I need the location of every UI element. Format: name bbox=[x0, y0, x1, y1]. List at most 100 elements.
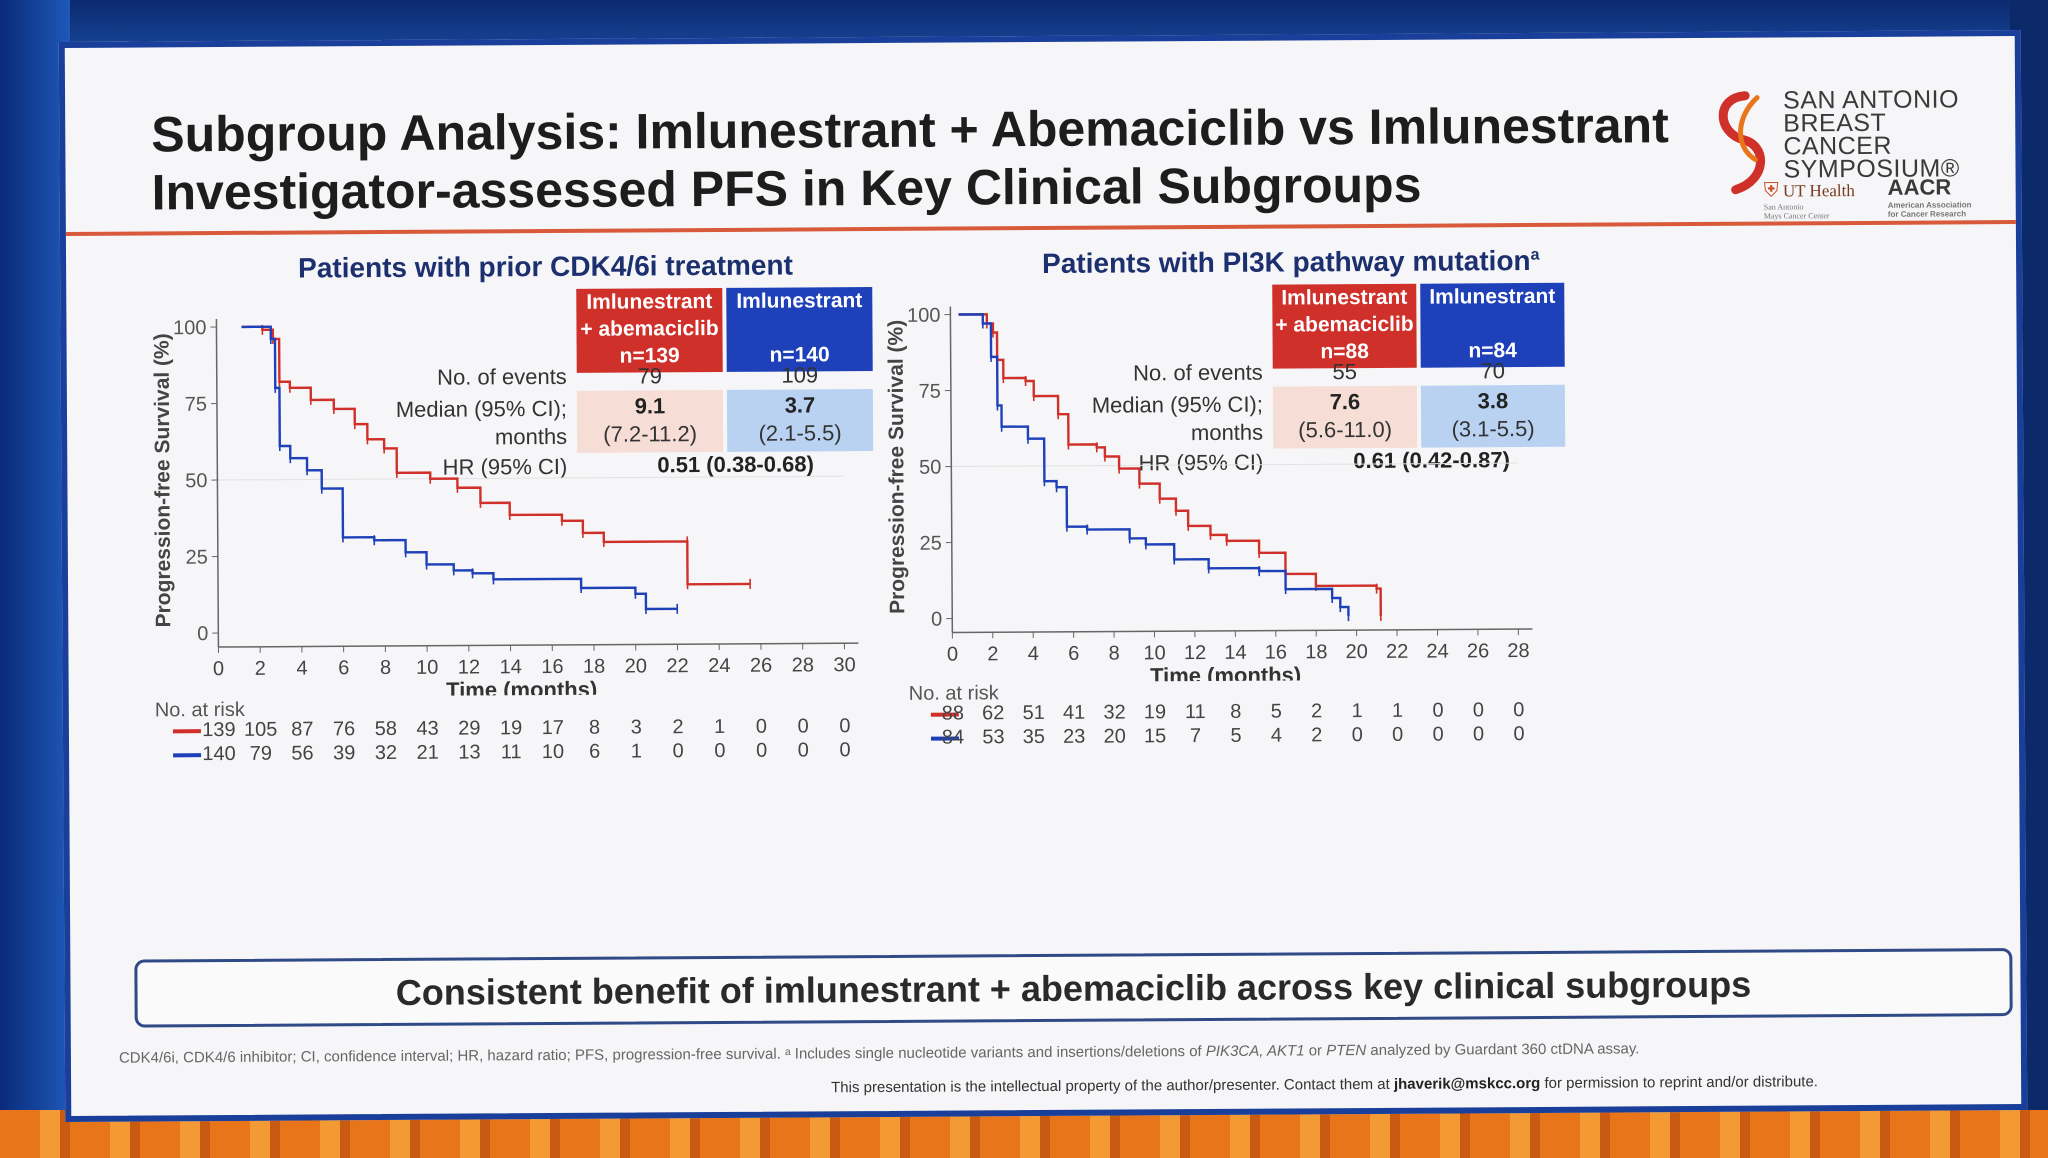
right-x-tick-label: 4 bbox=[1028, 643, 1039, 665]
left-x-tick-label: 16 bbox=[541, 656, 563, 678]
risk-count: 105 bbox=[243, 718, 278, 741]
left-gridline bbox=[217, 475, 844, 481]
risk-count: 0 bbox=[797, 715, 809, 738]
risk-count: 13 bbox=[458, 741, 481, 764]
risk-count: 1 bbox=[630, 740, 643, 763]
left-x-tick-label: 0 bbox=[213, 658, 224, 680]
right-x-tick-label: 2 bbox=[987, 643, 998, 665]
right-x-tick-label: 6 bbox=[1068, 643, 1079, 665]
risk-count: 41 bbox=[1062, 701, 1086, 724]
risk-count: 2 bbox=[1311, 700, 1323, 723]
risk-count: 0 bbox=[755, 715, 768, 738]
left-x-tick-label: 26 bbox=[750, 655, 772, 677]
risk-count: 4 bbox=[1270, 724, 1283, 747]
logo-line2: BREAST CANCER bbox=[1783, 108, 1893, 161]
left-x-tick-label: 30 bbox=[833, 654, 855, 676]
left-y-tick-label: 0 bbox=[197, 623, 208, 645]
right-x-tick-label: 14 bbox=[1224, 642, 1246, 664]
left-x-tick-label: 8 bbox=[380, 657, 391, 679]
right-gridline bbox=[951, 462, 1518, 468]
left-x-axis bbox=[218, 642, 859, 648]
ribbon-logo-icon bbox=[1718, 91, 1765, 195]
left-y-tick-label: 25 bbox=[186, 547, 208, 569]
slide-title-line2: Investigator-assessed PFS in Key Clinica… bbox=[151, 156, 1422, 221]
risk-count: 11 bbox=[500, 741, 522, 764]
risk-count: 20 bbox=[1103, 725, 1126, 748]
risk-count: 0 bbox=[1472, 699, 1485, 722]
risk-count: 0 bbox=[755, 739, 768, 762]
presentation-slide: Subgroup Analysis: Imlunestrant + Abemac… bbox=[58, 30, 2028, 1122]
risk-count: 6 bbox=[589, 740, 601, 763]
left-x-tick-label: 24 bbox=[708, 655, 730, 677]
risk-count: 8 bbox=[1230, 700, 1242, 723]
risk-count: 35 bbox=[1022, 725, 1046, 749]
risk-count: 19 bbox=[1143, 701, 1167, 724]
slide-title-line1: Subgroup Analysis: Imlunestrant + Abemac… bbox=[151, 97, 1669, 163]
risk-count: 0 bbox=[1432, 699, 1444, 722]
left-x-tick-label: 14 bbox=[499, 656, 521, 678]
risk-count: 7 bbox=[1189, 725, 1202, 748]
risk-count: 0 bbox=[1351, 724, 1363, 747]
risk-count: 53 bbox=[982, 726, 1005, 749]
risk-count: 76 bbox=[332, 718, 356, 741]
risk-count: 0 bbox=[1513, 723, 1525, 746]
risk-count: 0 bbox=[839, 739, 851, 762]
risk-count: 32 bbox=[1103, 701, 1126, 724]
ut-health-small2: Mays Cancer Center bbox=[1763, 211, 1830, 221]
right-x-axis-label: Time (months) bbox=[1150, 662, 1301, 683]
right-x-tick-label: 16 bbox=[1265, 642, 1287, 664]
ut-health-label: UT Health bbox=[1782, 181, 1855, 201]
left-series-red bbox=[241, 325, 751, 586]
risk-count: 39 bbox=[333, 742, 356, 765]
risk-count: 84 bbox=[941, 726, 965, 749]
left-x-tick-label: 28 bbox=[792, 654, 814, 676]
footnote: CDK4/6i, CDK4/6 inhibitor; CI, confidenc… bbox=[118, 1040, 1640, 1067]
right-y-tick-label: 75 bbox=[919, 381, 941, 403]
risk-count: 0 bbox=[839, 715, 851, 738]
aacr-logo: AACR American Association for Cancer Res… bbox=[1887, 174, 1972, 219]
right-x-axis bbox=[952, 628, 1533, 634]
sabcs-logo: SAN ANTONIO BREAST CANCER SYMPOSIUM® ⛨ U… bbox=[1705, 82, 1986, 234]
risk-count: 43 bbox=[416, 717, 439, 740]
right-y-axis-label: Progression-free Survival (%) bbox=[884, 320, 909, 614]
left-y-tick-label: 75 bbox=[185, 394, 207, 416]
risk-count: 21 bbox=[416, 741, 439, 764]
left-y-tick-label: 100 bbox=[173, 317, 207, 339]
risk-count: 3 bbox=[630, 716, 642, 739]
risk-count: 19 bbox=[499, 717, 523, 740]
right-x-tick-label: 28 bbox=[1507, 640, 1529, 662]
risk-count: 0 bbox=[714, 739, 726, 763]
right-y-tick-label: 25 bbox=[919, 533, 941, 555]
aacr-small: American Association bbox=[1887, 200, 1972, 210]
right-x-tick-label: 18 bbox=[1305, 641, 1327, 663]
risk-count: 51 bbox=[1022, 701, 1045, 725]
risk-count: 8 bbox=[588, 716, 601, 739]
risk-count: 2 bbox=[1311, 724, 1323, 747]
right-x-tick-label: 12 bbox=[1184, 642, 1206, 664]
left-x-tick-label: 22 bbox=[666, 655, 688, 677]
risk-count: 88 bbox=[941, 702, 965, 725]
risk-count: 11 bbox=[1184, 701, 1206, 724]
right-x-tick-label: 26 bbox=[1467, 640, 1489, 662]
risk-count: 79 bbox=[249, 742, 272, 765]
risk-count: 0 bbox=[1513, 699, 1525, 722]
left-y-tick-label: 50 bbox=[185, 470, 207, 492]
right-x-tick-label: 0 bbox=[947, 644, 958, 666]
ut-health-logo: ⛨ UT Health San Antonio Mays Cancer Cent… bbox=[1763, 179, 1855, 221]
risk-count: 5 bbox=[1230, 724, 1242, 747]
left-x-tick-label: 6 bbox=[338, 657, 349, 679]
left-y-axis-label: Progression-free Survival (%) bbox=[151, 333, 176, 627]
risk-count: 15 bbox=[1143, 725, 1167, 748]
risk-count: 0 bbox=[1432, 723, 1444, 746]
aacr-small2: for Cancer Research bbox=[1887, 209, 1967, 219]
risk-count: 56 bbox=[291, 742, 314, 765]
left-y-axis bbox=[215, 319, 220, 648]
risk-count: 1 bbox=[714, 715, 726, 739]
right-y-tick-label: 100 bbox=[907, 305, 941, 327]
panel-title-right: Patients with PI3K pathway mutationa bbox=[1041, 245, 1540, 279]
right-y-tick-label: 50 bbox=[919, 457, 941, 479]
risk-count: 1 bbox=[1391, 699, 1404, 722]
slide-title: Subgroup Analysis: Imlunestrant + Abemac… bbox=[151, 96, 1712, 222]
